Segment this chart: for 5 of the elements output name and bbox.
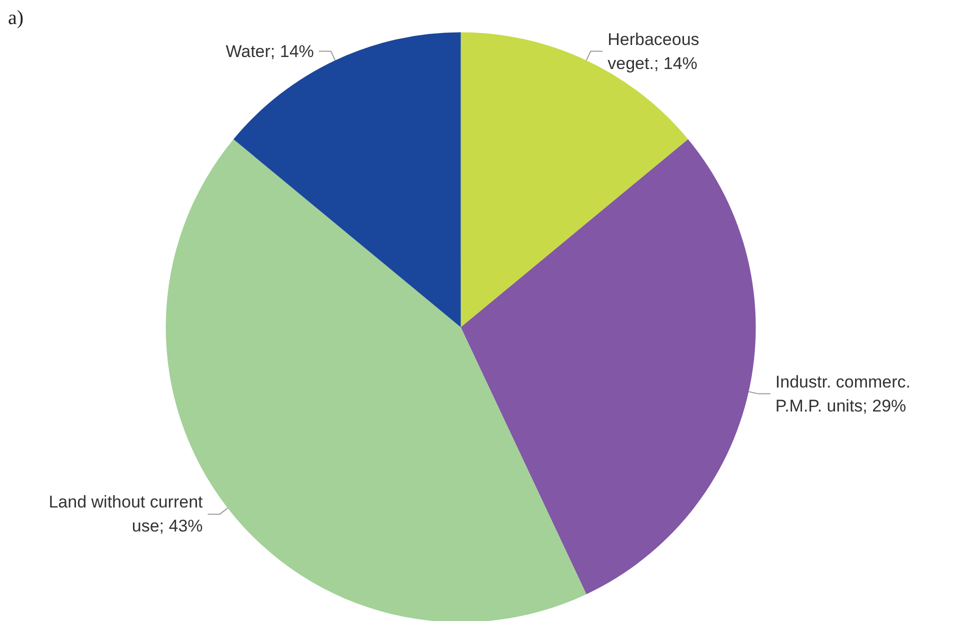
slice-label: Industr. commerc. P.M.P. units; 29% [775,372,911,416]
text: a) [8,7,24,29]
slice-label: Water; 14% [226,42,314,61]
slice-label: Land without current use; 43% [48,492,204,536]
slice-label: Herbaceous veget.; 14% [608,30,700,73]
